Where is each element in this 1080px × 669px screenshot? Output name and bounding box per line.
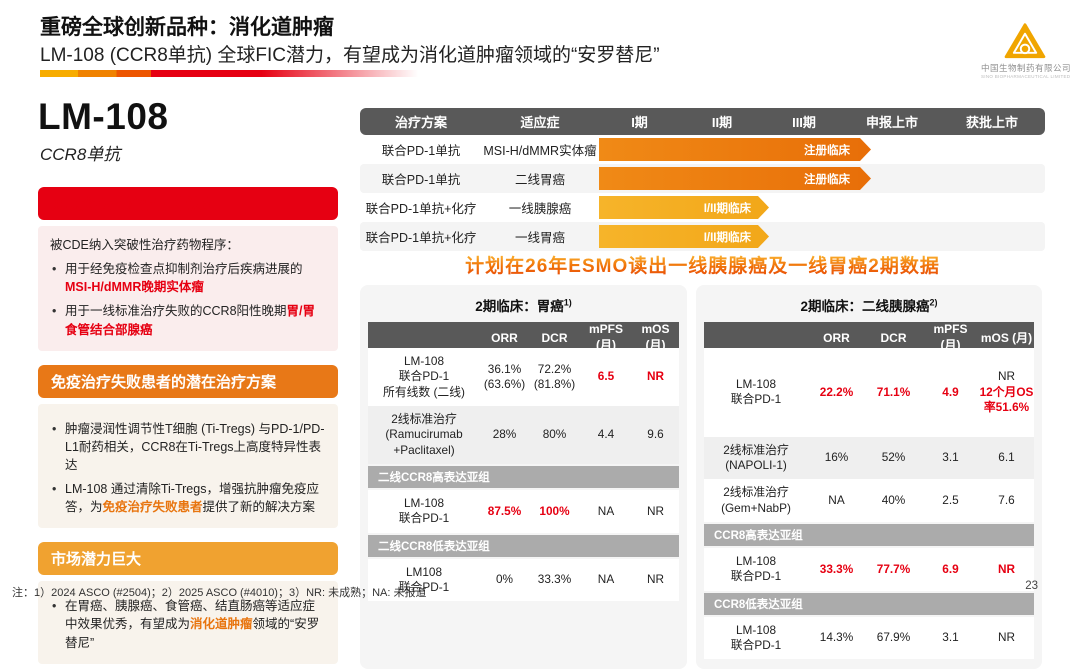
product-type: CCR8单抗 [40, 145, 121, 164]
section-breakthrough-body: 被CDE纳入突破性治疗药物程序： 用于经免疫检查点抑制剂治疗后疾病进展的MSI-… [38, 226, 338, 351]
table-row: LM-108 联合PD-1 22.2% 71.1% 4.9 NR 12个月OS … [704, 348, 1034, 437]
highlight-immuno-fail: 免疫治疗失败患者 [102, 500, 203, 515]
gradient-divider [40, 70, 422, 77]
table-row: LM108 联合PD-1 0% 33.3% NA NR [368, 558, 679, 602]
list-item: 肿瘤浸润性调节性T细胞 (Ti-Tregs) 与PD-1/PD-L1耐药相关，C… [50, 420, 326, 474]
page-number: 23 [1025, 580, 1038, 592]
clinical-timeline: 治疗方案 适应症 I期 II期 III期 申报上市 获批上市 联合PD-1单抗 … [360, 108, 1045, 251]
phase-bar-phase1-2: I/II期临床 [599, 196, 769, 219]
timeline-row: 联合PD-1单抗 二线胃癌 注册临床 [360, 164, 1045, 193]
subgroup-band-high: CCR8高表达亚组 [704, 523, 1034, 546]
cell-mos-composite: NR 12个月OS 率51.6% [979, 369, 1034, 414]
list-item: 用于一线标准治疗失败的CCR8阳性晚期胃/胃食管结合部腺癌 [50, 302, 326, 338]
section-market-heading: 市场潜力巨大 [38, 542, 338, 576]
col-mpfs: mPFS (月) [588, 322, 623, 352]
pancreatic-table-header: ORR DCR mPFS (月) mOS (月) [704, 322, 1034, 352]
highlight-gi-tumor: 消化道肿瘤 [190, 617, 253, 632]
bar-area: I/II期临床 [598, 225, 1045, 248]
triangle-logo-icon [1004, 23, 1046, 59]
timeline-row: 联合PD-1单抗+化疗 一线胃癌 I/II期临床 [360, 222, 1045, 251]
highlight-gastric: 胃/胃食管结合部腺癌 [65, 304, 316, 337]
list-item: LM-108 通过清除Ti-Tregs，增强抗肿瘤免疫应答，为免疫治疗失败患者提… [50, 480, 326, 516]
table-row: LM-108 联合PD-1 所有线数 (二线) 36.1% (63.6%) 72… [368, 348, 679, 406]
page-title: 重磅全球创新品种：消化道肿瘤 [40, 16, 334, 39]
phase-bar-registration: 注册临床 [599, 138, 871, 161]
phase-bar-phase1-2: I/II期临床 [599, 225, 769, 248]
market-bullets: 在胃癌、胰腺癌、食管癌、结直肠癌等适应症中效果优秀，有望成为消化道肿瘤领域的“安… [50, 597, 326, 651]
indication-cell: 一线胰腺癌 [508, 202, 572, 216]
esmo-callout: 计划在26年ESMO读出一线胰腺癌及一线胃癌2期数据 [360, 251, 1045, 278]
col-mos: mOS (月) [641, 322, 670, 352]
bar-area: I/II期临床 [598, 196, 1045, 219]
therapy-cell: 联合PD-1单抗 [381, 144, 461, 158]
table-row: LM-108 联合PD-1 14.3% 67.9% 3.1 NR [704, 616, 1034, 660]
table-row: 2线标准治疗 (Gem+NabP) NA 40% 2.5 7.6 [704, 479, 1034, 522]
phase-bar-registration: 注册临床 [599, 167, 871, 190]
page-subtitle: LM-108 (CCR8单抗) 全球FIC潜力，有望成为消化道肿瘤领域的“安罗替… [40, 45, 660, 66]
company-name-cn: 中国生物制药有限公司 [981, 63, 1072, 73]
subgroup-band-high: 二线CCR8高表达亚组 [368, 465, 679, 488]
timeline-header: 治疗方案 适应症 I期 II期 III期 申报上市 获批上市 [360, 108, 1045, 135]
therapy-cell: 联合PD-1单抗+化疗 [365, 202, 477, 216]
col-dcr: DCR [880, 330, 907, 345]
col-approved: 获批上市 [965, 115, 1018, 130]
col-nda: 申报上市 [865, 115, 918, 130]
col-orr: ORR [823, 330, 850, 345]
col-orr: ORR [491, 330, 518, 345]
list-item: 用于经免疫检查点抑制剂治疗后疾病进展的MSI-H/dMMR晚期实体瘤 [50, 260, 326, 296]
footnote: 注：1）2024 ASCO (#2504)；2）2025 ASCO (#4010… [12, 587, 427, 599]
pancreatic-table-title: 2期临床：二线胰腺癌2) [800, 297, 938, 315]
pancreatic-cancer-table: 2期临床：二线胰腺癌2) ORR DCR mPFS (月) mOS (月) LM… [696, 285, 1042, 669]
col-dcr: DCR [541, 330, 568, 345]
table-row: 2线标准治疗 (NAPOLI-1) 16% 52% 3.1 6.1 [704, 436, 1034, 480]
therapy-cell: 联合PD-1单抗+化疗 [365, 231, 477, 245]
section-breakthrough-heading: 两项突破性治疗品种认定 [38, 187, 338, 220]
subgroup-band-low: CCR8低表达亚组 [704, 592, 1034, 615]
subgroup-band-low: 二线CCR8低表达亚组 [368, 534, 679, 557]
indication-cell: MSI-H/dMMR实体瘤 [483, 144, 597, 158]
gastric-table-title: 2期临床：胃癌1) [475, 297, 572, 315]
section-market: 市场潜力巨大 在胃癌、胰腺癌、食管癌、结直肠癌等适应症中效果优秀，有望成为消化道… [38, 542, 338, 664]
product-name: LM-108 [38, 96, 169, 137]
col-phase2: II期 [711, 115, 733, 130]
breakthrough-bullets: 用于经免疫检查点抑制剂治疗后疾病进展的MSI-H/dMMR晚期实体瘤 用于一线标… [50, 260, 326, 339]
section-breakthrough: 两项突破性治疗品种认定 被CDE纳入突破性治疗药物程序： 用于经免疫检查点抑制剂… [38, 187, 338, 351]
indication-cell: 二线胃癌 [514, 173, 565, 187]
highlight-msi: MSI-H/dMMR晚期实体瘤 [65, 280, 204, 295]
section-immuno-body: 肿瘤浸润性调节性T细胞 (Ti-Tregs) 与PD-1/PD-L1耐药相关，C… [38, 403, 338, 529]
bar-area: 注册临床 [598, 138, 1045, 161]
product-panel: LM-108 CCR8单抗 两项突破性治疗品种认定 被CDE纳入突破性治疗药物程… [38, 96, 338, 664]
gastric-cancer-table: 2期临床：胃癌1) ORR DCR mPFS (月) mOS (月) LM-10… [360, 285, 687, 669]
col-phase3: III期 [792, 115, 816, 130]
clinical-tables: 2期临床：胃癌1) ORR DCR mPFS (月) mOS (月) LM-10… [360, 285, 1042, 669]
timeline-row: 联合PD-1单抗 MSI-H/dMMR实体瘤 注册临床 [360, 135, 1045, 164]
table-row: LM-108 联合PD-1 33.3% 77.7% 6.9 NR [704, 547, 1034, 591]
company-logo: 中国生物制药有限公司 SINO BIOPHARMACEUTICAL LIMITE… [981, 22, 1072, 79]
breakthrough-intro: 被CDE纳入突破性治疗药物程序： [50, 238, 239, 252]
col-therapy: 治疗方案 [394, 115, 447, 130]
indication-cell: 一线胃癌 [514, 231, 565, 245]
col-mpfs: mPFS (月) [933, 322, 968, 352]
slide: { "header": { "title": "重磅全球创新品种：消化道肿瘤",… [0, 0, 1080, 607]
table-row: LM-108 联合PD-1 87.5% 100% NA NR [368, 489, 679, 533]
table-row: 2线标准治疗 (Ramucirumab +Paclitaxel) 28% 80%… [368, 405, 679, 464]
section-immuno-heading: 免疫治疗失败患者的潜在治疗方案 [38, 364, 338, 398]
company-name-en: SINO BIOPHARMACEUTICAL LIMITED [981, 74, 1071, 79]
section-immuno: 免疫治疗失败患者的潜在治疗方案 肿瘤浸润性调节性T细胞 (Ti-Tregs) 与… [38, 364, 338, 529]
timeline-row: 联合PD-1单抗+化疗 一线胰腺癌 I/II期临床 [360, 193, 1045, 222]
bar-area: 注册临床 [598, 167, 1045, 190]
col-phase1: I期 [631, 115, 648, 130]
list-item: 在胃癌、胰腺癌、食管癌、结直肠癌等适应症中效果优秀，有望成为消化道肿瘤领域的“安… [50, 597, 326, 651]
gastric-table-header: ORR DCR mPFS (月) mOS (月) [368, 322, 679, 352]
col-mos: mOS (月) [980, 331, 1033, 345]
therapy-cell: 联合PD-1单抗 [381, 173, 461, 187]
immuno-bullets: 肿瘤浸润性调节性T细胞 (Ti-Tregs) 与PD-1/PD-L1耐药相关，C… [50, 420, 326, 517]
col-indication: 适应症 [520, 115, 560, 130]
